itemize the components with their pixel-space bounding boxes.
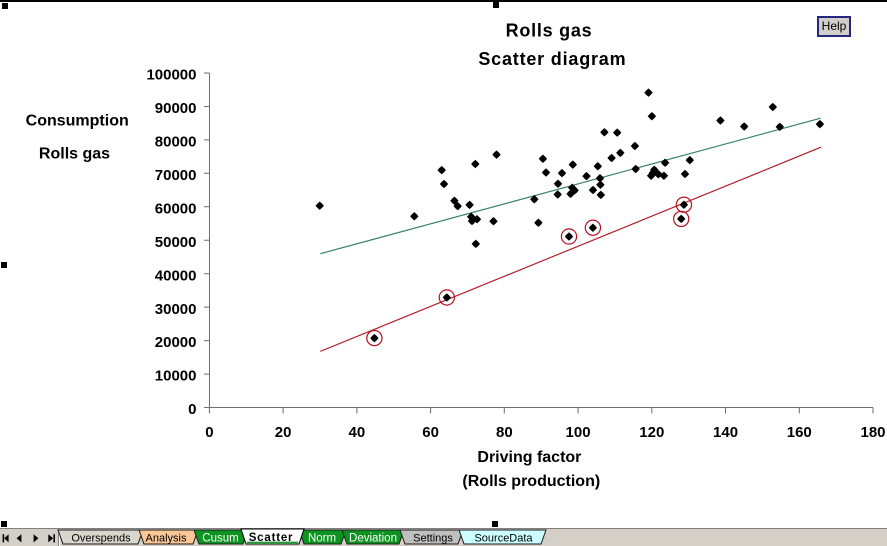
svg-text:0: 0 xyxy=(205,424,213,441)
svg-text:Norm: Norm xyxy=(308,533,336,545)
svg-text:80: 80 xyxy=(496,424,513,441)
svg-text:100: 100 xyxy=(566,424,591,441)
svg-text:70000: 70000 xyxy=(155,167,197,184)
svg-text:90000: 90000 xyxy=(155,100,197,117)
svg-text:40000: 40000 xyxy=(155,267,197,284)
svg-text:100000: 100000 xyxy=(146,67,196,84)
svg-text:160: 160 xyxy=(787,424,812,441)
svg-text:Rolls gas: Rolls gas xyxy=(506,21,593,41)
svg-text:80000: 80000 xyxy=(155,134,197,151)
svg-text:30000: 30000 xyxy=(155,301,197,318)
svg-text:Overspends: Overspends xyxy=(71,533,131,545)
svg-text:Scatter diagram: Scatter diagram xyxy=(478,49,626,69)
svg-text:20: 20 xyxy=(275,424,292,441)
svg-text:(Rolls production): (Rolls production) xyxy=(462,473,600,490)
svg-text:0: 0 xyxy=(188,401,196,418)
svg-text:40: 40 xyxy=(349,424,366,441)
svg-text:140: 140 xyxy=(713,424,738,441)
svg-text:50000: 50000 xyxy=(155,234,197,251)
svg-text:Cusum: Cusum xyxy=(202,533,238,545)
svg-text:Settings: Settings xyxy=(413,533,453,545)
svg-text:120: 120 xyxy=(639,424,664,441)
svg-text:60: 60 xyxy=(422,424,439,441)
svg-text:20000: 20000 xyxy=(155,334,197,351)
svg-text:Consumption: Consumption xyxy=(26,112,129,129)
svg-text:Driving factor: Driving factor xyxy=(477,449,581,466)
svg-text:180: 180 xyxy=(860,424,885,441)
svg-text:Analysis: Analysis xyxy=(146,533,187,545)
svg-text:SourceData: SourceData xyxy=(474,533,533,545)
svg-text:60000: 60000 xyxy=(155,200,197,217)
svg-text:10000: 10000 xyxy=(155,368,197,385)
svg-text:Scatter: Scatter xyxy=(249,532,294,544)
svg-text:Deviation: Deviation xyxy=(349,533,397,545)
svg-text:Rolls gas: Rolls gas xyxy=(39,146,110,163)
